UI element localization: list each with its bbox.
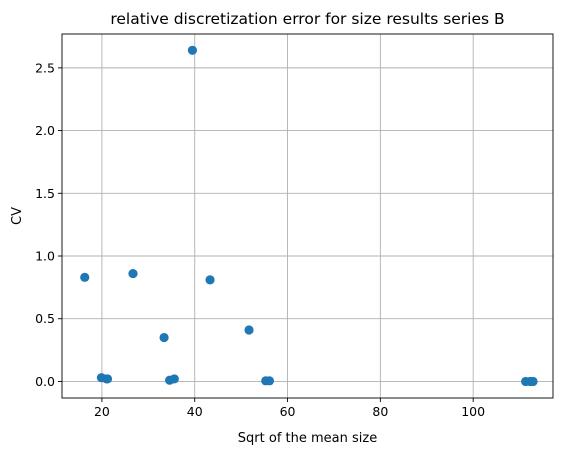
plot-frame [61,33,554,399]
data-point [169,374,179,384]
chart-title: relative discretization error for size r… [110,10,504,28]
ticks-layer: 20 40 60 80 100 0.0 0.5 1.0 1.5 2.0 2.5 [35,60,485,419]
data-point [205,275,215,285]
y-tick-label: 1.0 [35,249,55,264]
y-tick-label: 0.5 [35,311,55,326]
data-point [244,325,254,335]
x-tick-label: 20 [94,404,110,419]
y-tick-label: 2.5 [35,60,55,75]
data-point [187,45,198,55]
points-layer [80,45,538,387]
x-tick-label: 40 [187,404,203,419]
x-tick-label: 60 [280,404,296,419]
y-tick-label: 1.5 [35,186,55,201]
x-axis-label: Sqrt of the mean size [238,431,377,446]
x-tick-label: 80 [372,404,388,419]
x-tick-label: 100 [461,404,485,419]
data-point [128,268,138,279]
y-tick-label: 2.0 [35,123,55,138]
data-point [159,332,169,343]
y-axis-label: CV [10,207,25,225]
data-point [80,272,90,282]
grid-layer [62,34,553,398]
data-point [264,376,275,386]
y-tick-label: 0.0 [35,374,55,389]
data-point [102,374,113,384]
data-point [528,376,538,387]
